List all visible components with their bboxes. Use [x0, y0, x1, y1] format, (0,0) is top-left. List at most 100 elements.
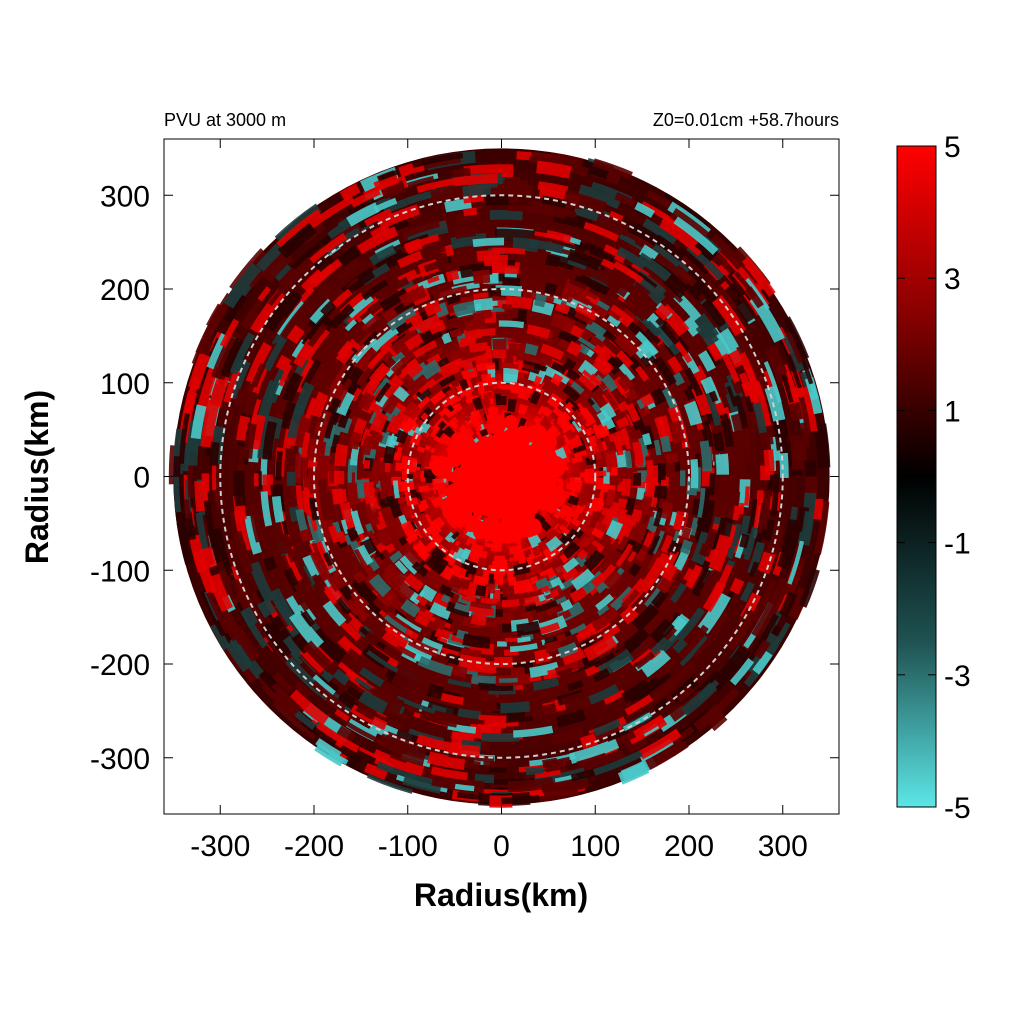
field-cell — [502, 304, 512, 310]
field-cell — [697, 591, 731, 634]
field-cell — [361, 314, 380, 332]
field-cell — [693, 623, 722, 658]
field-cell — [427, 275, 440, 284]
field-cell — [229, 332, 256, 375]
field-cell — [339, 501, 356, 531]
field-cell — [395, 644, 417, 659]
field-cell — [470, 535, 478, 545]
field-cell — [431, 516, 446, 531]
field-cell — [517, 385, 532, 401]
field-cell — [544, 759, 566, 773]
field-cell — [345, 754, 369, 774]
field-cell — [462, 360, 474, 372]
field-cell — [355, 544, 374, 567]
field-cell — [723, 607, 758, 652]
field-cell — [699, 440, 713, 472]
field-cell — [390, 357, 408, 374]
field-cell — [237, 446, 246, 472]
field-cell — [509, 642, 538, 653]
field-cell — [368, 429, 381, 449]
field-cell — [605, 488, 616, 507]
field-core-blob — [479, 437, 491, 448]
field-cell — [195, 512, 209, 550]
field-cell — [644, 476, 658, 498]
field-cell — [458, 577, 471, 591]
field-cell — [383, 445, 396, 464]
field-cell — [391, 672, 428, 698]
field-cell — [376, 593, 391, 608]
field-cell — [292, 554, 312, 587]
field-cell — [427, 751, 466, 771]
field-cell — [233, 470, 246, 507]
field-cell — [712, 432, 725, 452]
field-cell — [218, 568, 233, 587]
field-cell — [389, 738, 410, 755]
field-cell — [402, 401, 422, 420]
field-cell — [562, 557, 580, 573]
field-cell — [653, 234, 686, 262]
colorbar-tick-label: 3 — [944, 263, 961, 296]
field-cell — [503, 354, 514, 364]
field-cell — [587, 397, 595, 406]
y-tick-label: 100 — [100, 368, 150, 401]
y-axis-title: Radius(km) — [19, 390, 55, 564]
field-cell — [412, 339, 438, 359]
field-cell — [274, 532, 293, 556]
field-cell — [653, 507, 664, 528]
field-cell — [320, 300, 337, 318]
field-cell — [369, 410, 389, 434]
field-cell — [648, 271, 683, 303]
field-cell — [500, 701, 531, 714]
field-cell — [591, 572, 607, 588]
field-cell — [632, 472, 642, 486]
field-cell — [436, 366, 446, 375]
field-cell — [366, 773, 413, 794]
field-cell — [578, 184, 622, 210]
field-cell — [173, 456, 181, 478]
field-cell — [618, 363, 636, 382]
field-cell — [240, 606, 259, 628]
field-cell — [592, 423, 601, 435]
field-cell — [647, 549, 663, 571]
field-cell — [378, 276, 410, 299]
field-cell — [752, 402, 767, 434]
field-cell — [725, 323, 756, 365]
field-cell — [673, 585, 694, 609]
field-cell — [293, 681, 312, 699]
field-cell — [374, 556, 384, 566]
field-cell — [454, 783, 475, 792]
field-cell — [639, 392, 656, 408]
field-cell — [743, 526, 758, 561]
field-cell — [427, 319, 446, 335]
field-cell — [594, 477, 606, 490]
field-cell — [679, 539, 693, 555]
field-cell — [187, 457, 194, 498]
field-cell — [406, 175, 435, 188]
field-cell — [752, 650, 773, 675]
field-cell — [348, 431, 362, 450]
field-cell — [417, 396, 431, 410]
field-cell — [452, 300, 477, 317]
field-cell — [343, 720, 383, 744]
field-cell — [257, 598, 276, 619]
field-cell — [396, 695, 436, 714]
field-cell — [414, 613, 430, 627]
range-rings — [219, 194, 784, 759]
field-cell — [616, 416, 630, 429]
field-cell — [508, 544, 522, 555]
field-cell — [433, 639, 463, 653]
field-cell — [764, 345, 790, 384]
field-cell — [243, 386, 261, 415]
field-cell — [415, 734, 462, 754]
field-cell — [535, 577, 550, 590]
field-cell — [389, 550, 403, 564]
field-cell — [315, 738, 342, 759]
field-cell — [302, 640, 336, 673]
field-cell — [479, 408, 487, 416]
field-cell — [383, 403, 401, 424]
field-cell — [286, 324, 305, 344]
field-cell — [401, 220, 440, 239]
colorbar-tick-label: -1 — [944, 528, 971, 561]
field-cell — [418, 485, 430, 493]
field-cell — [404, 628, 419, 641]
